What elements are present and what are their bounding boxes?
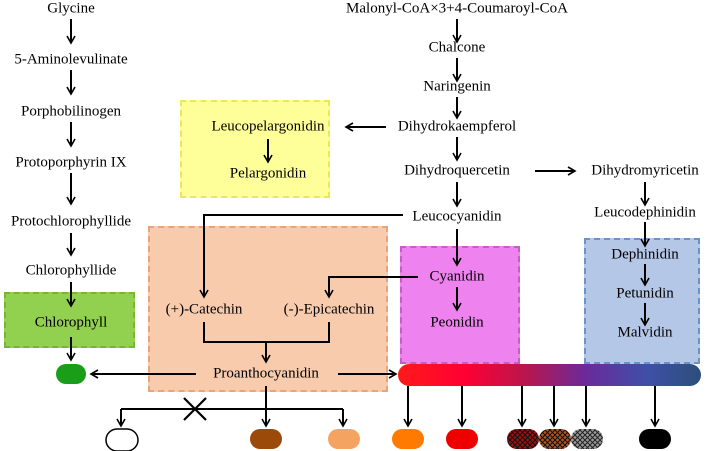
leucopelargonidin-box [180,100,330,198]
proanthocyanidin-label: Proanthocyanidin [213,365,319,382]
proanthocyanidin-box [148,226,388,392]
arrow-to-proanthocyanidin [203,322,330,343]
hatched-gray-swatch [571,429,603,449]
arrow-to-catechin [199,214,403,299]
porphobilinogen-label: Porphobilinogen [21,103,121,120]
light-orange-swatch [328,429,360,449]
protochlorophyllide-label: Protochlorophyllide [11,213,131,230]
delphinidin-box [584,238,700,364]
arrow-to-epicatechin [324,276,418,299]
catechin-label: (+)-Catechin [165,301,243,318]
color-spectrum-bar [398,364,701,386]
naringenin-label: Naringenin [423,78,491,95]
leucopelargonidin-label: Leucopelargonidin [211,118,325,135]
orange-swatch [392,429,424,449]
leucocyanidin-label: Leucocyanidin [412,208,502,225]
brown-swatch [250,429,282,449]
chlorophyll-label: Chlorophyll [34,314,108,331]
green-swatch [56,364,86,384]
aminolevulinate-label: 5-Aminolevulinate [14,51,128,68]
dihydroquercetin-label: Dihydroquercetin [404,162,510,179]
hatched-brown-swatch [539,429,571,449]
cyanidin-label: Cyanidin [429,268,485,285]
pelargonidin-label: Pelargonidin [229,165,307,182]
petunidin-label: Petunidin [616,285,674,302]
epicatechin-label: (-)-Epicatechin [283,301,375,318]
chalcone-label: Chalcone [428,39,486,56]
glycine-label: Glycine [47,0,95,17]
malvidin-label: Malvidin [617,324,673,341]
blocked-cross-icon [183,397,207,421]
protoporphyrin-label: Protoporphyrin IX [15,154,127,171]
leucodephinidin-label: Leucodephinidin [594,204,696,221]
hatched-red-swatch [507,429,539,449]
dephinidin-label: Dephinidin [611,246,679,263]
peonidin-label: Peonidin [430,314,484,331]
chlorophyllide-label: Chlorophyllide [25,262,117,279]
white-swatch [105,428,139,451]
dihydromyricetin-label: Dihydromyricetin [591,162,699,179]
black-swatch [639,429,671,449]
red-swatch [446,429,478,449]
dihydrokaempferol-label: Dihydrokaempferol [397,118,517,135]
precursor-label: Malonyl-CoA×3+4-Coumaroyl-CoA [346,0,568,17]
